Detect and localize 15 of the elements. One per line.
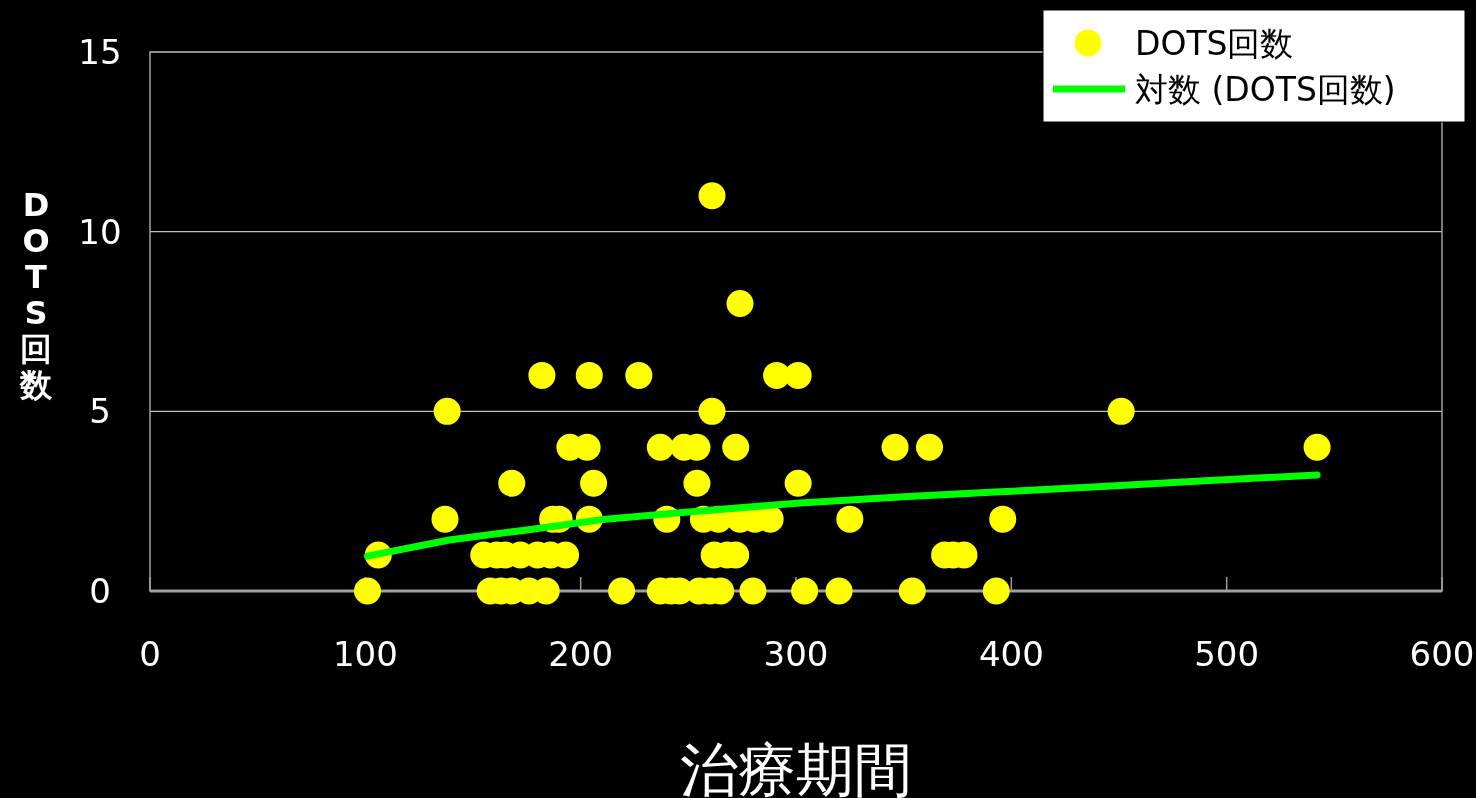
y-tick-label: 0 [89, 571, 111, 611]
y-tick-label: 15 [78, 32, 122, 72]
y-tick-label: 10 [78, 211, 122, 252]
y-axis-title: DOTS回数 [19, 186, 53, 404]
x-axis-title: 治療期間 [680, 736, 912, 798]
legend-label: DOTS回数 [1135, 24, 1294, 63]
legend-label: 対数 (DOTS回数) [1135, 70, 1396, 109]
x-tick-label: 100 [332, 634, 398, 674]
y-tick-label: 5 [89, 391, 111, 432]
x-tick-label: 300 [763, 634, 829, 674]
x-tick-label: 400 [978, 634, 1044, 674]
x-tick-label: 200 [548, 634, 614, 674]
x-tick-label: 600 [1409, 634, 1475, 674]
x-tick-label: 500 [1194, 634, 1260, 674]
x-tick-label: 0 [139, 634, 161, 674]
